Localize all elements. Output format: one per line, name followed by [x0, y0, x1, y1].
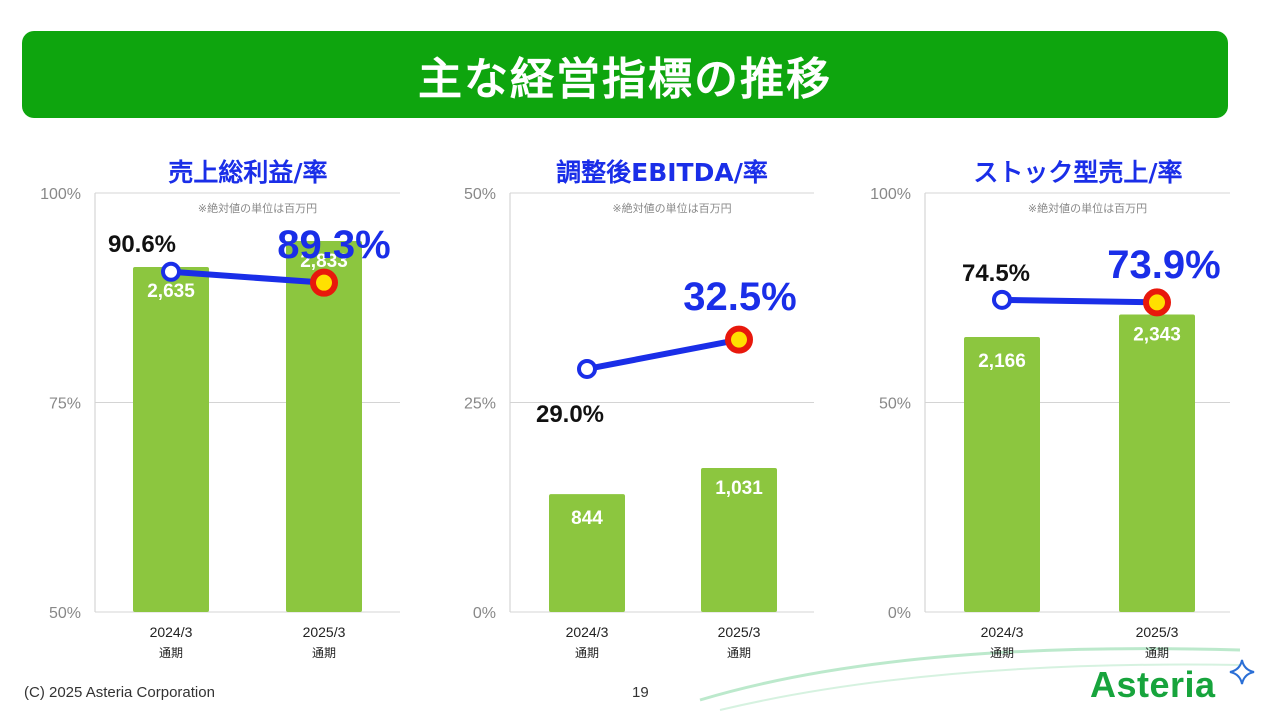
unit-note: ※絶対値の単位は百万円 [198, 201, 317, 215]
x-tick-sublabel: 通期 [312, 646, 336, 660]
y-tick-label: 100% [40, 186, 81, 203]
sparkle-icon [1229, 659, 1255, 685]
y-tick-label: 25% [464, 396, 496, 413]
bar-value-label: 2,635 [147, 281, 195, 302]
rate-label-first: 29.0% [536, 401, 604, 428]
rate-label-first: 74.5% [962, 260, 1030, 287]
chart-title: ストック型売上/率 [973, 158, 1182, 187]
bar [701, 468, 777, 612]
rate-line [168, 268, 327, 286]
x-tick-label: 2025/3 [303, 624, 346, 640]
rate-label-last: 73.9% [1107, 243, 1220, 287]
x-tick-label: 2025/3 [1136, 624, 1179, 640]
x-tick-sublabel: 通期 [727, 646, 751, 660]
chart-title: 調整後EBITDA/率 [556, 158, 768, 187]
chart-panel-2: 調整後EBITDA/率 0% 25% 50% ※絶対値の単位は百万円 844 2024/3 通… [464, 158, 814, 660]
title-banner: 主な経営指標の推移 [22, 31, 1228, 118]
rate-point-first [161, 261, 181, 282]
y-tick-label: 50% [879, 396, 911, 413]
y-tick-label: 0% [888, 605, 911, 622]
bar [133, 266, 209, 612]
x-tick-label: 2025/3 [718, 624, 761, 640]
rate-point-last [725, 325, 753, 354]
rate-point-first [577, 358, 597, 379]
rate-point-last [310, 268, 338, 297]
chart-panel-1: 売上総利益/率 50% 75% 100% ※絶対値の単位は百万円 2,635 2024/3 通… [40, 158, 400, 660]
x-tick-label: 2024/3 [566, 624, 609, 640]
bar-value-label: 2,166 [978, 351, 1026, 372]
page-number: 19 [632, 684, 649, 701]
slide-title: 主な経営指標の推移 [418, 53, 832, 105]
x-tick-sublabel: 通期 [159, 646, 183, 660]
chart-panel-3: ストック型売上/率 0% 50% 100% ※絶対値の単位は百万円 2,166 2024/3… [870, 158, 1230, 660]
rate-line [584, 336, 742, 372]
y-tick-label: 50% [49, 605, 81, 622]
rate-label-first: 90.6% [108, 231, 176, 258]
bar-value-label: 2,833 [300, 251, 348, 272]
y-tick-label: 75% [49, 396, 81, 413]
rate-point-first [992, 289, 1012, 310]
copyright-text: (C) 2025 Asteria Corporation [24, 684, 215, 701]
y-tick-label: 0% [473, 605, 496, 622]
footer-swoosh [699, 647, 1241, 711]
bar-value-label: 1,031 [715, 478, 763, 499]
bar-value-label: 844 [571, 508, 603, 529]
x-tick-sublabel: 通期 [990, 646, 1014, 660]
bar [286, 241, 362, 612]
bar [964, 336, 1040, 612]
rate-label-last: 89.3% [277, 223, 390, 267]
unit-note: ※絶対値の単位は百万円 [1028, 201, 1147, 215]
bar [549, 494, 625, 612]
x-tick-sublabel: 通期 [575, 646, 599, 660]
rate-label-last: 32.5% [683, 275, 796, 319]
bar [1119, 314, 1195, 612]
y-tick-label: 50% [464, 186, 496, 203]
asteria-logo: Asteria [1090, 664, 1216, 705]
rate-line [999, 296, 1160, 306]
chart-title: 売上総利益/率 [168, 158, 327, 187]
x-tick-label: 2024/3 [150, 624, 193, 640]
x-tick-label: 2024/3 [981, 624, 1024, 640]
x-tick-sublabel: 通期 [1145, 646, 1169, 660]
y-tick-label: 100% [870, 186, 911, 203]
rate-point-last [1143, 288, 1171, 317]
bar-value-label: 2,343 [1133, 325, 1181, 346]
unit-note: ※絶対値の単位は百万円 [612, 201, 731, 215]
